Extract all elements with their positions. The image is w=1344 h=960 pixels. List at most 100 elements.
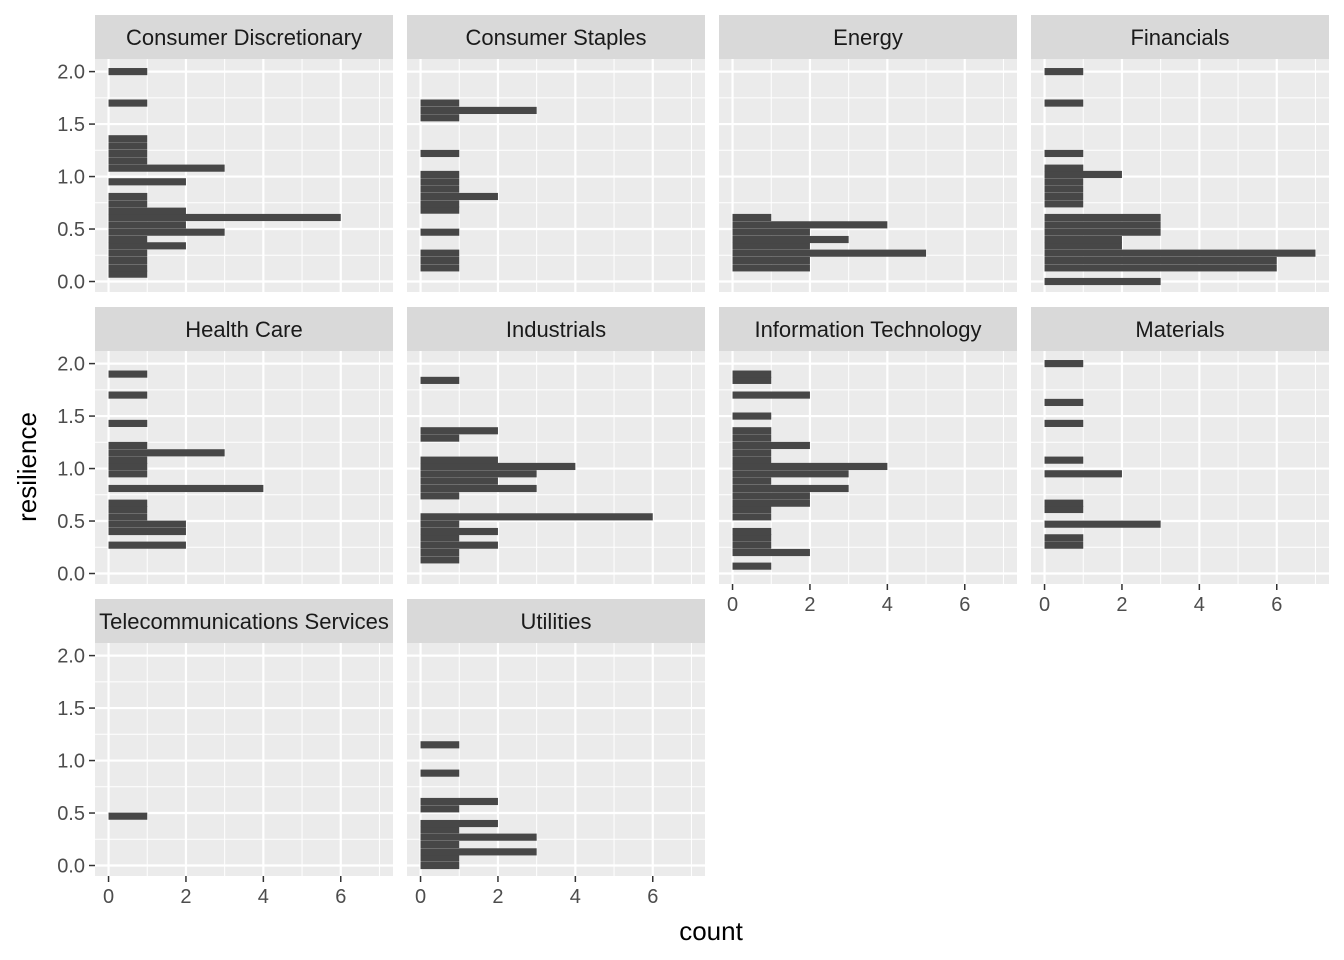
bar-industrials xyxy=(420,484,537,493)
bar-industrials xyxy=(420,527,498,536)
x-tick-label: 0 xyxy=(415,886,426,908)
x-tick-label: 2 xyxy=(1116,594,1127,616)
bar-consumer-discretionary xyxy=(108,249,148,257)
bar-information-technology xyxy=(732,391,810,399)
x-tick-label: 4 xyxy=(570,886,581,908)
bar-financials xyxy=(1044,242,1122,250)
bar-industrials xyxy=(420,513,653,521)
x-tick-label: 0 xyxy=(103,886,114,908)
bar-consumer-staples xyxy=(420,249,460,257)
facet-consumer-discretionary: Consumer Discretionary 0.0 0.5 1.0 1.5 2.0 xyxy=(57,15,393,294)
facet-title: Health Care xyxy=(185,317,302,342)
x-axis-title: count xyxy=(679,916,743,946)
bar-industrials xyxy=(420,534,460,542)
bar-information-technology xyxy=(732,541,772,549)
bar-financials xyxy=(1044,164,1084,172)
x-tick-label: 6 xyxy=(959,594,970,616)
bar-industrials xyxy=(420,427,498,435)
bar-information-technology xyxy=(732,370,772,378)
x-tick-label: 6 xyxy=(647,886,658,908)
bar-health-care xyxy=(108,505,148,514)
bar-health-care xyxy=(108,470,148,478)
x-tick-label: 6 xyxy=(1271,594,1282,616)
bar-industrials xyxy=(420,556,460,564)
bar-health-care xyxy=(108,484,264,493)
bar-health-care xyxy=(108,520,186,528)
bar-energy xyxy=(732,242,810,250)
y-tick-label: 0.5 xyxy=(57,803,85,825)
bar-health-care xyxy=(108,513,148,521)
bar-information-technology xyxy=(732,548,810,557)
bar-consumer-discretionary xyxy=(108,207,186,215)
bar-information-technology xyxy=(732,477,772,485)
bar-financials xyxy=(1044,178,1084,186)
bar-health-care xyxy=(108,499,148,507)
bar-information-technology xyxy=(732,434,772,442)
bar-energy xyxy=(732,235,849,244)
bar-financials xyxy=(1044,68,1084,76)
bar-industrials xyxy=(420,376,460,384)
y-tick-label: 1.0 xyxy=(57,459,85,481)
bar-energy xyxy=(732,213,772,222)
bar-utilities xyxy=(420,840,460,849)
bar-information-technology xyxy=(732,492,810,500)
facet-materials: Materials 0 2 4 6 xyxy=(1031,307,1329,616)
facet-title: Telecommunications Services xyxy=(99,609,389,634)
bar-health-care xyxy=(108,419,148,427)
y-tick-label: 1.0 xyxy=(57,751,85,773)
bar-financials xyxy=(1044,192,1084,201)
facet-title: Consumer Staples xyxy=(466,25,647,50)
bar-health-care xyxy=(108,527,186,536)
facet-financials: Financials xyxy=(1031,15,1329,292)
facet-title: Consumer Discretionary xyxy=(126,25,362,50)
bar-consumer-discretionary xyxy=(108,99,148,107)
y-axis-title: resilience xyxy=(12,412,42,522)
bar-health-care xyxy=(108,462,148,471)
bar-information-technology xyxy=(732,562,772,570)
bar-consumer-discretionary xyxy=(108,135,148,143)
bar-consumer-discretionary xyxy=(108,242,186,250)
facet-telecommunications-services: Telecommunications Services 0.0 0.5 1.0 1.5 2… xyxy=(57,599,393,908)
bar-financials xyxy=(1044,228,1161,236)
bar-energy xyxy=(732,228,810,236)
x-tick-label: 4 xyxy=(258,886,269,908)
bar-consumer-discretionary xyxy=(108,256,148,265)
facet-strip xyxy=(719,15,1017,59)
facet-strip xyxy=(1031,15,1329,59)
bar-utilities xyxy=(420,861,460,870)
facet-consumer-staples: Consumer Staples xyxy=(407,15,705,292)
facet-strip xyxy=(95,599,393,643)
facet-title: Energy xyxy=(833,25,903,50)
bar-financials xyxy=(1044,221,1161,229)
bar-consumer-staples xyxy=(420,185,460,193)
bar-financials xyxy=(1044,264,1277,272)
bar-industrials xyxy=(420,548,460,557)
y-tick-label: 1.5 xyxy=(57,114,85,136)
facet-strip xyxy=(1031,307,1329,351)
facet-strip xyxy=(407,599,705,643)
bar-industrials xyxy=(420,456,498,464)
bar-information-technology xyxy=(732,449,772,457)
facet-title: Materials xyxy=(1135,317,1224,342)
bar-energy xyxy=(732,221,888,229)
bar-consumer-staples xyxy=(420,106,537,115)
bar-health-care xyxy=(108,541,186,549)
bar-consumer-discretionary xyxy=(108,235,148,244)
bar-consumer-discretionary xyxy=(108,221,186,229)
bar-industrials xyxy=(420,492,460,500)
bar-health-care xyxy=(108,449,225,457)
y-tick-label: 0.5 xyxy=(57,219,85,241)
bar-utilities xyxy=(420,848,537,856)
bar-financials xyxy=(1044,99,1084,107)
y-tick-label: 2.0 xyxy=(57,646,85,668)
bar-consumer-discretionary xyxy=(108,157,148,165)
y-tick-label: 0.0 xyxy=(57,856,85,878)
bar-financials xyxy=(1044,277,1161,286)
bar-energy xyxy=(732,249,927,257)
bar-health-care xyxy=(108,441,148,450)
bar-consumer-staples xyxy=(420,206,460,214)
bar-consumer-staples xyxy=(420,170,460,179)
bar-information-technology xyxy=(732,484,849,493)
bar-utilities xyxy=(420,854,460,862)
bar-industrials xyxy=(420,541,498,549)
